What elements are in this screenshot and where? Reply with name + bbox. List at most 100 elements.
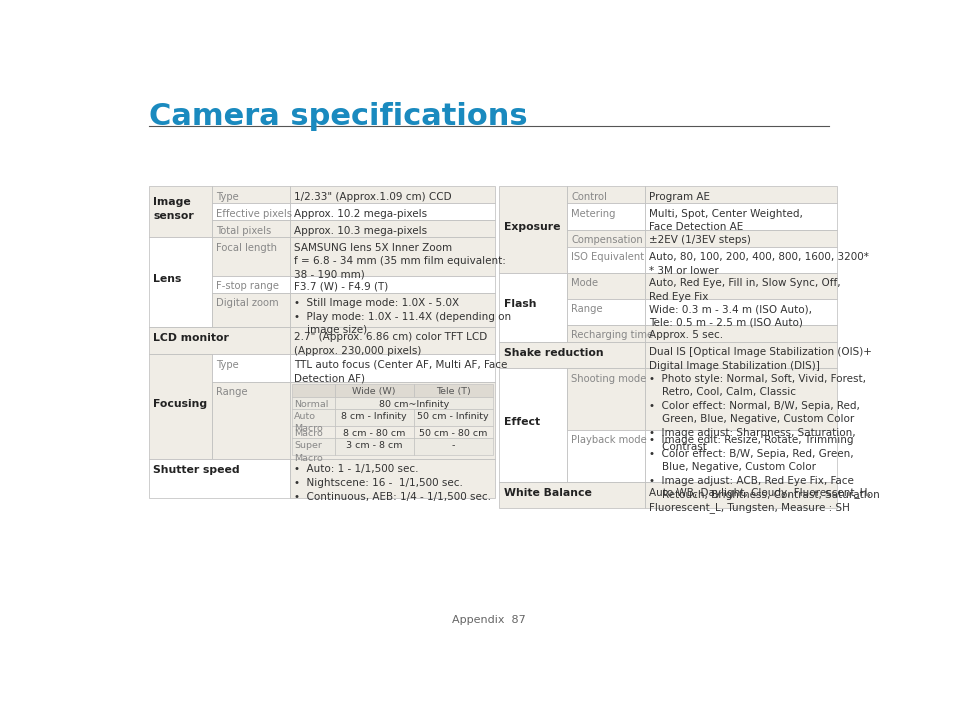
- Text: Macro: Macro: [294, 429, 323, 438]
- Bar: [498, 186, 567, 273]
- Text: Effective pixels: Effective pixels: [216, 209, 292, 219]
- Text: TTL auto focus (Center AF, Multi AF, Face
Detection AF): TTL auto focus (Center AF, Multi AF, Fac…: [294, 360, 506, 383]
- Bar: [290, 459, 495, 498]
- Bar: [290, 276, 495, 293]
- Bar: [292, 384, 335, 397]
- Bar: [644, 204, 836, 230]
- Bar: [292, 397, 335, 409]
- Text: Normal: Normal: [294, 400, 329, 409]
- Text: LCD monitor: LCD monitor: [153, 333, 229, 343]
- Bar: [212, 186, 290, 204]
- Bar: [414, 409, 493, 426]
- Text: 3 cm - 8 cm: 3 cm - 8 cm: [346, 441, 402, 451]
- Text: 80 cm~Infinity: 80 cm~Infinity: [378, 400, 449, 409]
- Bar: [567, 325, 644, 342]
- Text: Tele (T): Tele (T): [436, 387, 470, 396]
- Text: Range: Range: [216, 387, 248, 397]
- Text: Metering: Metering: [571, 209, 615, 219]
- Text: Type: Type: [216, 192, 238, 202]
- Text: Wide: 0.3 m - 3.4 m (ISO Auto),
Tele: 0.5 m - 2.5 m (ISO Auto): Wide: 0.3 m - 3.4 m (ISO Auto), Tele: 0.…: [648, 305, 811, 328]
- Text: Wide (W): Wide (W): [352, 387, 395, 396]
- Bar: [498, 368, 567, 482]
- Bar: [212, 293, 290, 327]
- Bar: [567, 368, 644, 430]
- Bar: [335, 397, 493, 409]
- Bar: [335, 409, 414, 426]
- Text: Appendix  87: Appendix 87: [452, 616, 525, 626]
- Text: Range: Range: [571, 305, 602, 315]
- Bar: [212, 354, 290, 382]
- Bar: [644, 482, 836, 508]
- Bar: [644, 273, 836, 299]
- Text: F-stop range: F-stop range: [216, 282, 279, 291]
- Bar: [335, 384, 414, 397]
- Bar: [644, 430, 836, 482]
- Bar: [414, 438, 493, 455]
- Bar: [335, 426, 414, 438]
- Bar: [644, 368, 836, 430]
- Bar: [292, 426, 335, 438]
- Text: 50 cm - Infinity: 50 cm - Infinity: [417, 412, 489, 421]
- Text: Recharging time: Recharging time: [571, 330, 653, 341]
- Text: Effect: Effect: [503, 417, 539, 427]
- Bar: [567, 204, 644, 230]
- Text: Mode: Mode: [571, 278, 598, 288]
- Bar: [567, 186, 644, 204]
- Text: Multi, Spot, Center Weighted,
Face Detection AE: Multi, Spot, Center Weighted, Face Detec…: [648, 209, 801, 233]
- Bar: [335, 438, 414, 455]
- Text: White Balance: White Balance: [503, 488, 591, 498]
- Bar: [292, 438, 335, 455]
- Text: Camera specifications: Camera specifications: [149, 102, 527, 131]
- Bar: [644, 246, 836, 273]
- Text: Shooting mode: Shooting mode: [571, 374, 646, 384]
- Bar: [567, 246, 644, 273]
- Text: Auto WB, Daylight, Cloudy, Fluorescent_H,
Fluorescent_L, Tungsten, Measure : SH: Auto WB, Daylight, Cloudy, Fluorescent_H…: [648, 487, 869, 513]
- Text: Super
Macro: Super Macro: [294, 441, 323, 462]
- Text: Auto
Macro: Auto Macro: [294, 412, 323, 433]
- Text: Auto, Red Eye, Fill in, Slow Sync, Off,
Red Eye Fix: Auto, Red Eye, Fill in, Slow Sync, Off, …: [648, 278, 840, 302]
- Text: Type: Type: [216, 360, 238, 370]
- Bar: [644, 299, 836, 325]
- Bar: [644, 342, 836, 368]
- Text: 8 cm - 80 cm: 8 cm - 80 cm: [343, 429, 405, 438]
- Text: •  Auto: 1 - 1/1,500 sec.
•  Nightscene: 16 -  1/1,500 sec.
•  Continuous, AEB: : • Auto: 1 - 1/1,500 sec. • Nightscene: 1…: [294, 464, 490, 502]
- Text: •  Photo style: Normal, Soft, Vivid, Forest,
    Retro, Cool, Calm, Classic
•  C: • Photo style: Normal, Soft, Vivid, Fore…: [648, 374, 864, 451]
- Text: Image
sensor: Image sensor: [153, 197, 193, 220]
- Bar: [290, 293, 495, 327]
- Text: SAMSUNG lens 5X Inner Zoom
f = 6.8 - 34 mm (35 mm film equivalent:
38 - 190 mm): SAMSUNG lens 5X Inner Zoom f = 6.8 - 34 …: [294, 243, 505, 280]
- Bar: [567, 299, 644, 325]
- Bar: [498, 482, 644, 508]
- Text: Focal length: Focal length: [216, 243, 276, 253]
- Text: Dual IS [Optical Image Stabilization (OIS)+
Digital Image Stabilization (DIS)]: Dual IS [Optical Image Stabilization (OI…: [648, 348, 870, 371]
- Text: Compensation: Compensation: [571, 235, 642, 245]
- Bar: [567, 273, 644, 299]
- Text: Digital zoom: Digital zoom: [216, 298, 278, 308]
- Bar: [290, 220, 495, 238]
- Bar: [290, 238, 495, 276]
- Bar: [414, 384, 493, 397]
- Bar: [149, 327, 290, 354]
- Bar: [290, 327, 495, 354]
- Text: Playback mode: Playback mode: [571, 435, 646, 445]
- Text: 1/2.33" (Approx.1.09 cm) CCD: 1/2.33" (Approx.1.09 cm) CCD: [294, 192, 451, 202]
- Bar: [567, 430, 644, 482]
- Text: 8 cm - Infinity: 8 cm - Infinity: [341, 412, 407, 421]
- Bar: [290, 354, 495, 382]
- Bar: [212, 276, 290, 293]
- Text: 50 cm - 80 cm: 50 cm - 80 cm: [418, 429, 487, 438]
- Bar: [644, 186, 836, 204]
- Text: Lens: Lens: [153, 274, 181, 284]
- Text: Approx. 5 sec.: Approx. 5 sec.: [648, 330, 722, 341]
- Text: ±2EV (1/3EV steps): ±2EV (1/3EV steps): [648, 235, 750, 245]
- Bar: [149, 459, 290, 498]
- Text: F3.7 (W) - F4.9 (T): F3.7 (W) - F4.9 (T): [294, 282, 388, 291]
- Bar: [290, 186, 495, 204]
- Text: 2.7" (Approx. 6.86 cm) color TFT LCD
(Approx. 230,000 pixels): 2.7" (Approx. 6.86 cm) color TFT LCD (Ap…: [294, 332, 486, 356]
- Bar: [149, 238, 212, 327]
- Text: •  Still Image mode: 1.0X - 5.0X
•  Play mode: 1.0X - 11.4X (depending on
    im: • Still Image mode: 1.0X - 5.0X • Play m…: [294, 298, 510, 336]
- Bar: [644, 230, 836, 246]
- Text: Shutter speed: Shutter speed: [153, 465, 240, 475]
- Bar: [567, 230, 644, 246]
- Text: -: -: [451, 441, 455, 451]
- Bar: [498, 342, 644, 368]
